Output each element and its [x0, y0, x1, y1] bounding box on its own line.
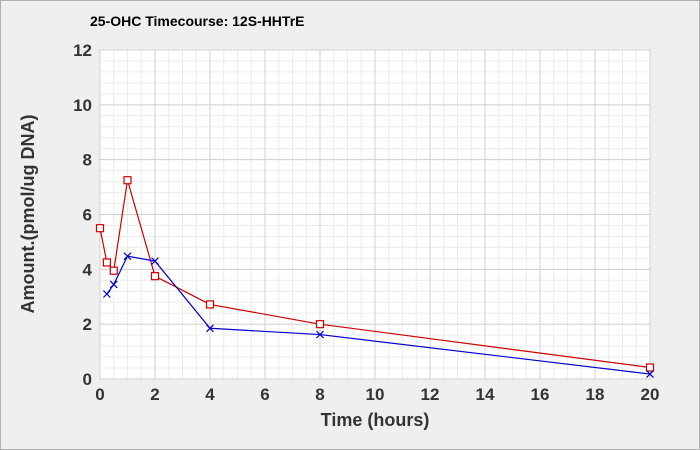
x-tick-label: 14	[476, 385, 495, 404]
chart-title: 25-OHC Timecourse: 12S-HHTrE	[90, 13, 304, 29]
series-1-point	[645, 363, 655, 372]
series-2-point	[102, 290, 111, 298]
series-1-point	[95, 224, 105, 233]
x-tick-label: 16	[531, 385, 550, 404]
x-tick-label: 6	[260, 385, 269, 404]
series-2-point	[109, 280, 118, 289]
y-tick-label: 4	[83, 260, 93, 279]
series-2-point	[123, 252, 132, 261]
y-tick-label: 0	[83, 370, 92, 389]
x-tick-label: 0	[95, 385, 104, 404]
x-tick-label: 12	[421, 385, 440, 404]
y-tick-label: 6	[83, 206, 92, 225]
series-1-point	[315, 320, 325, 329]
x-tick-label: 18	[586, 385, 605, 404]
x-tick-label: 10	[366, 385, 385, 404]
series-1-point	[123, 176, 132, 185]
x-tick-label: 20	[641, 385, 660, 404]
y-tick-label: 10	[73, 96, 92, 115]
y-tick-label: 8	[83, 151, 92, 170]
series-2-point	[206, 324, 214, 333]
series-1-point	[150, 272, 160, 281]
x-tick-label: 4	[205, 385, 215, 404]
y-tick-label: 12	[73, 41, 92, 60]
x-tick-label: 8	[315, 385, 324, 404]
y-axis-label: Amount.(pmol/ug DNA)	[18, 115, 38, 314]
series-1-point	[102, 258, 111, 267]
series-1-point	[205, 300, 215, 309]
series-2-point	[646, 370, 654, 378]
major-gridlines	[99, 49, 651, 380]
series-2-point	[151, 257, 159, 266]
series-2-point	[316, 330, 324, 339]
tick-labels: 0 2 4 6 8 10 12 14 16 18 20 0 2 4 6 8 10 12	[73, 41, 659, 404]
x-tick-label: 2	[150, 385, 159, 404]
series-1-point	[109, 266, 118, 275]
series-group	[95, 176, 655, 378]
y-tick-label: 2	[83, 315, 92, 334]
x-axis-label: Time (hours)	[321, 410, 430, 430]
